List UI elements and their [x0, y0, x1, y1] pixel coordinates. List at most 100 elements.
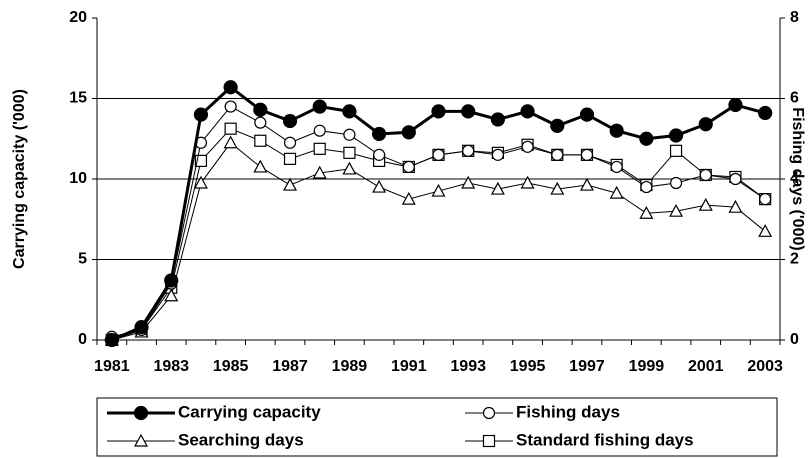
- marker: [194, 154, 208, 167]
- x-tick-label: 1993: [450, 358, 486, 375]
- x-tick-label: 1997: [569, 358, 605, 375]
- marker: [312, 99, 327, 114]
- marker: [104, 332, 119, 348]
- x-tick-label: 2001: [688, 358, 724, 375]
- marker: [490, 112, 505, 127]
- legend-label: Carrying capacity: [178, 402, 321, 421]
- marker: [520, 104, 535, 119]
- marker: [462, 144, 475, 157]
- x-tick-label: 2003: [747, 358, 783, 375]
- marker: [283, 136, 297, 149]
- marker: [669, 203, 684, 217]
- marker: [639, 205, 654, 219]
- marker: [759, 193, 772, 206]
- marker: [133, 433, 149, 447]
- marker: [133, 405, 149, 421]
- marker: [312, 165, 327, 179]
- marker: [579, 177, 594, 191]
- marker: [609, 123, 624, 138]
- x-tick-label: 1991: [391, 358, 427, 375]
- legend-box: [96, 397, 778, 457]
- marker: [551, 148, 564, 161]
- marker: [639, 131, 654, 146]
- marker: [402, 160, 415, 174]
- marker: [482, 434, 496, 448]
- y2-tick-label: 4: [790, 170, 799, 187]
- marker: [431, 104, 446, 119]
- series-line: [111, 142, 766, 341]
- marker: [193, 107, 209, 122]
- y-tick-label: 5: [78, 251, 87, 268]
- x-tick-label: 1987: [272, 358, 308, 375]
- marker: [343, 146, 356, 159]
- marker: [698, 197, 713, 211]
- marker: [668, 128, 684, 143]
- y-tick-label: 15: [69, 90, 87, 107]
- legend-label: Standard fishing days: [516, 430, 694, 449]
- marker: [758, 224, 773, 237]
- y-axis-title: Carrying capacity ('000): [11, 89, 28, 269]
- y-tick-label: 10: [69, 170, 87, 187]
- x-tick-label: 1983: [153, 358, 189, 375]
- marker: [373, 148, 386, 161]
- marker: [313, 124, 326, 137]
- y2-tick-label: 8: [790, 9, 799, 26]
- marker: [283, 152, 297, 165]
- y2-tick-label: 2: [790, 251, 799, 268]
- marker: [224, 100, 237, 113]
- marker: [520, 175, 535, 189]
- marker: [224, 122, 237, 135]
- marker: [610, 160, 623, 174]
- marker: [461, 104, 476, 119]
- x-tick-label: 1989: [332, 358, 368, 375]
- marker: [253, 102, 268, 117]
- marker: [254, 116, 267, 129]
- marker: [342, 104, 357, 119]
- x-tick-label: 1999: [629, 358, 665, 375]
- marker: [758, 105, 773, 121]
- marker: [164, 273, 179, 288]
- legend-label: Searching days: [178, 430, 304, 449]
- marker: [283, 177, 298, 191]
- x-tick-label: 1981: [94, 358, 130, 375]
- marker: [728, 97, 743, 113]
- marker: [401, 191, 416, 205]
- marker: [223, 80, 238, 95]
- y2-tick-label: 0: [790, 331, 799, 348]
- marker: [164, 288, 179, 302]
- series-line: [111, 85, 766, 342]
- y2-axis-title: Fishing days ('000): [789, 107, 806, 250]
- marker: [134, 320, 149, 335]
- marker: [313, 142, 326, 155]
- marker: [729, 172, 742, 186]
- marker: [580, 148, 594, 161]
- marker: [461, 175, 476, 189]
- marker: [728, 199, 743, 213]
- marker: [372, 126, 387, 142]
- marker: [372, 179, 387, 193]
- x-tick-label: 1985: [213, 358, 249, 375]
- marker: [669, 176, 683, 190]
- y-tick-label: 0: [78, 331, 87, 348]
- marker: [193, 175, 208, 189]
- series-line: [111, 105, 766, 338]
- marker: [698, 117, 713, 132]
- marker: [482, 406, 496, 420]
- marker: [253, 159, 268, 173]
- marker: [609, 185, 624, 199]
- marker: [432, 148, 445, 161]
- y-tick-label: 20: [69, 9, 87, 26]
- marker: [550, 118, 565, 133]
- marker: [491, 148, 504, 161]
- marker: [342, 161, 357, 175]
- marker: [401, 125, 416, 140]
- marker: [254, 134, 267, 147]
- marker: [282, 113, 298, 129]
- marker: [640, 180, 653, 194]
- y2-tick-label: 6: [790, 90, 799, 107]
- marker: [223, 135, 238, 149]
- x-tick-label: 1995: [510, 358, 546, 375]
- marker: [550, 181, 565, 195]
- marker: [343, 128, 356, 141]
